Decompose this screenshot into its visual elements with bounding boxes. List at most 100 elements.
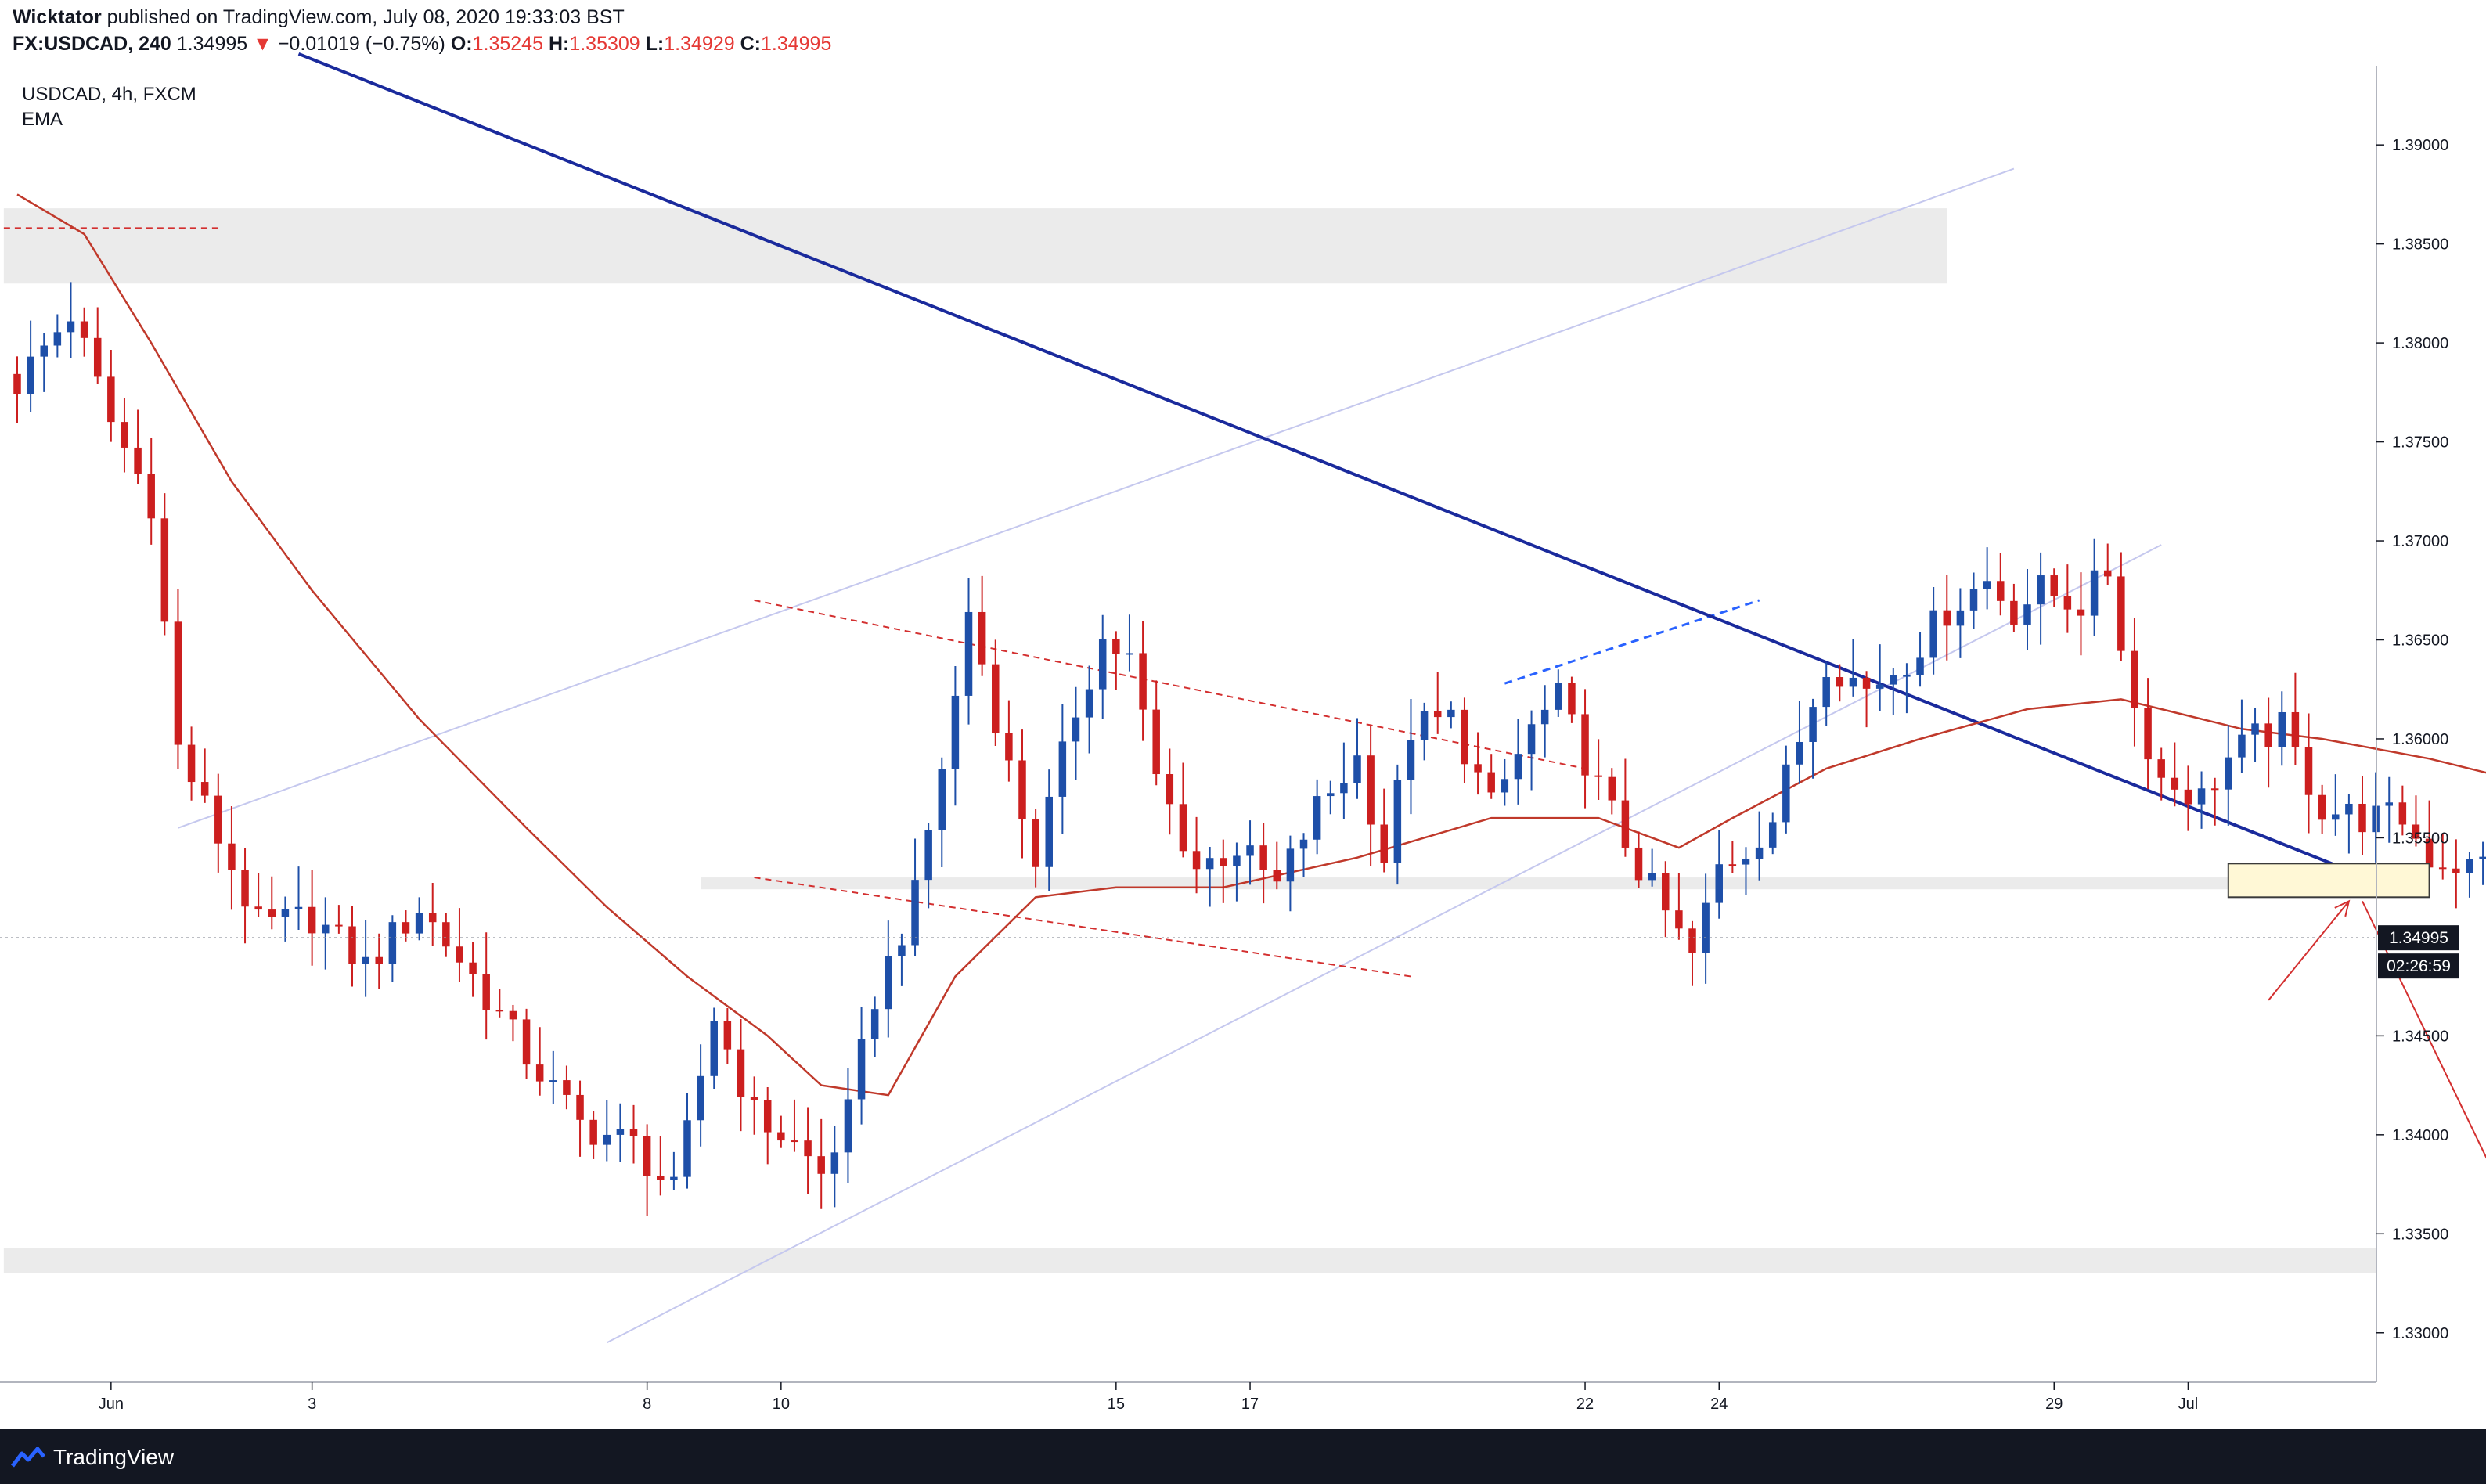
legend-indicator[interactable]: EMA xyxy=(22,109,63,130)
candle-body xyxy=(844,1099,852,1153)
price-chart[interactable]: 1.39000 1.38500 1.38000 1.37500 1.37000 1.365… xyxy=(0,0,2486,1429)
candle-body xyxy=(791,1140,798,1143)
candle xyxy=(2264,697,2272,788)
candle xyxy=(147,438,155,545)
candle-body xyxy=(817,1156,825,1174)
candle xyxy=(2010,583,2018,632)
candle-body xyxy=(1742,859,1750,865)
candle-body xyxy=(1634,847,1643,881)
candle-body xyxy=(1367,755,1375,825)
projection-arrow-0 xyxy=(2268,900,2350,1001)
candle-body xyxy=(348,926,356,964)
price-tick-label: 1.38000 xyxy=(2392,335,2448,352)
candle-body xyxy=(885,956,892,1010)
author-name[interactable]: Wicktator xyxy=(13,6,102,28)
candle-body xyxy=(214,795,222,844)
tradingview-icon xyxy=(11,1447,45,1468)
candle-body xyxy=(1058,741,1067,797)
down-arrow-icon: ▼ xyxy=(253,33,272,55)
time-tick-label: Jun xyxy=(99,1396,124,1413)
candle xyxy=(2117,552,2125,661)
candle-body xyxy=(710,1021,718,1076)
price-tick-label: 1.35500 xyxy=(2392,830,2448,847)
candle-body xyxy=(535,1064,544,1082)
candle xyxy=(187,726,196,801)
candle xyxy=(1259,823,1267,904)
candle-body xyxy=(750,1097,758,1100)
candle-body xyxy=(576,1094,584,1120)
candle-body xyxy=(268,909,276,917)
candle-body xyxy=(549,1080,557,1082)
candle-body xyxy=(1246,845,1254,856)
candle-body xyxy=(442,922,450,947)
candle-body xyxy=(281,909,290,917)
candle-body xyxy=(1916,657,1924,675)
candle xyxy=(2184,765,2192,831)
candle xyxy=(80,307,88,357)
candle-body xyxy=(27,356,34,394)
candle-body xyxy=(2332,814,2340,820)
candle xyxy=(2157,747,2165,801)
candle xyxy=(2225,725,2232,827)
candle-body xyxy=(2050,575,2058,596)
candle-body xyxy=(200,782,209,796)
candle-body xyxy=(1755,847,1764,859)
candle-body xyxy=(2304,747,2313,795)
candle-body xyxy=(2318,794,2326,820)
candle-body xyxy=(1662,873,1670,911)
candle xyxy=(2210,777,2219,826)
candle xyxy=(1997,553,2005,616)
candle xyxy=(1393,764,1402,885)
candle xyxy=(791,1099,798,1152)
candle-body xyxy=(1098,639,1107,690)
candle-body xyxy=(147,474,155,519)
candle xyxy=(1286,835,1295,912)
candle xyxy=(1233,842,1241,902)
candle-body xyxy=(1621,800,1630,848)
candle xyxy=(1032,809,1039,888)
candle xyxy=(1072,686,1080,780)
candle-body xyxy=(1299,839,1308,849)
candle xyxy=(1875,644,1884,711)
candle xyxy=(777,1115,785,1148)
price-axis[interactable]: 1.39000 1.38500 1.38000 1.37500 1.37000 1.365… xyxy=(2376,137,2448,1342)
candle-body xyxy=(1594,775,1602,777)
candle-body xyxy=(2063,596,2072,610)
candle xyxy=(643,1124,651,1216)
candle-body xyxy=(2251,723,2259,735)
candle-body xyxy=(509,1010,517,1020)
candle xyxy=(1702,873,1710,984)
candle xyxy=(2332,774,2340,836)
candle xyxy=(1796,701,1803,784)
symbol-label[interactable]: FX:USDCAD, 240 xyxy=(13,33,171,55)
candle xyxy=(603,1100,611,1162)
candle-body xyxy=(603,1134,611,1145)
candle xyxy=(2171,742,2179,807)
candle-body xyxy=(362,956,369,964)
candle-body xyxy=(777,1132,785,1141)
candle xyxy=(616,1103,625,1162)
time-axis[interactable]: Jun38101517222429Jul681315 xyxy=(99,1382,2486,1413)
candle-body xyxy=(2452,868,2460,873)
ema-layer xyxy=(16,193,2486,1097)
candle xyxy=(898,933,906,986)
candle-body xyxy=(2144,708,2152,760)
candle-body xyxy=(1715,864,1723,903)
open-value: 1.35245 xyxy=(472,33,543,55)
candle-body xyxy=(1447,709,1455,718)
candle xyxy=(885,920,892,1038)
tradingview-logo[interactable]: TradingView xyxy=(11,1442,174,1473)
candle xyxy=(938,757,946,868)
candle xyxy=(1849,639,1857,697)
time-tick-label: 8 xyxy=(643,1396,651,1413)
legend-title[interactable]: USDCAD, 4h, FXCM xyxy=(22,84,196,105)
candle xyxy=(576,1080,584,1157)
candle-body xyxy=(898,945,906,956)
candle-body xyxy=(1259,845,1267,870)
candle xyxy=(1220,839,1227,903)
candle-body xyxy=(1032,819,1039,867)
price-tick-label: 1.38500 xyxy=(2392,236,2448,254)
candle-body xyxy=(2210,788,2219,791)
candle-body xyxy=(911,880,919,946)
candle-body xyxy=(1340,783,1348,794)
